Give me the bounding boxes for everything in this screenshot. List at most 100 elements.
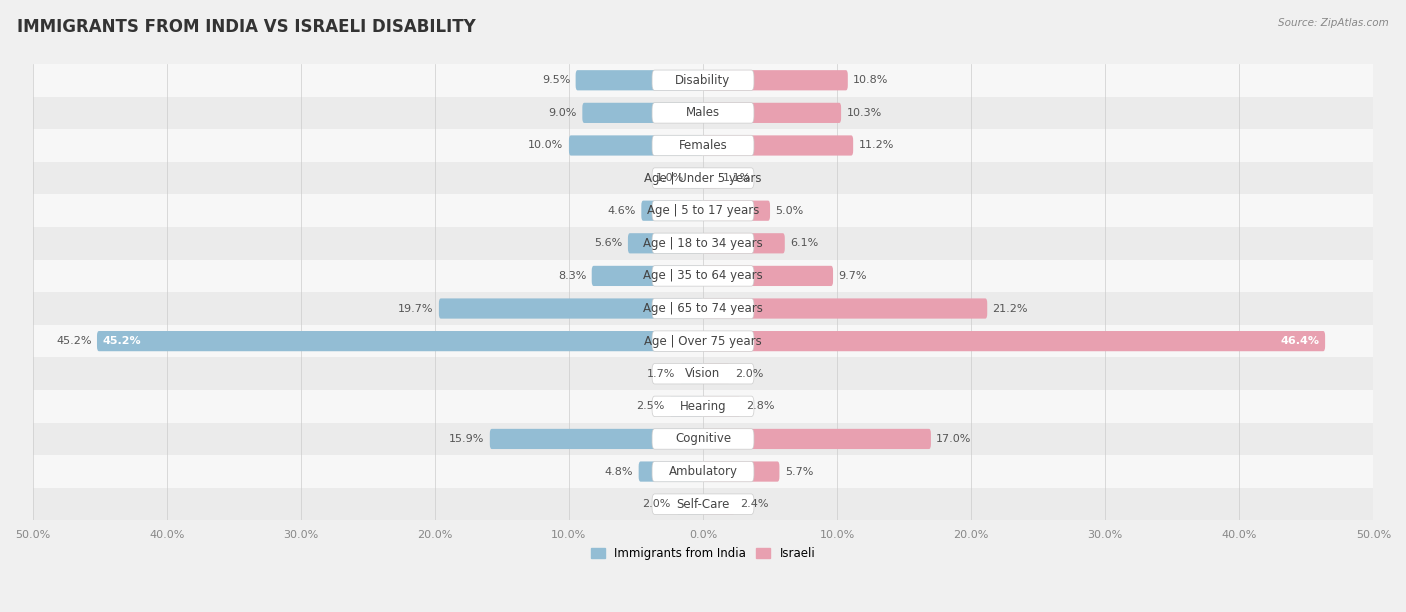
Text: 5.6%: 5.6% (595, 238, 623, 248)
Text: 19.7%: 19.7% (398, 304, 433, 313)
Text: 2.4%: 2.4% (741, 499, 769, 509)
FancyBboxPatch shape (703, 364, 730, 384)
FancyBboxPatch shape (703, 396, 741, 416)
Text: 10.3%: 10.3% (846, 108, 882, 118)
FancyBboxPatch shape (669, 396, 703, 416)
FancyBboxPatch shape (703, 429, 931, 449)
Text: 9.0%: 9.0% (548, 108, 576, 118)
Legend: Immigrants from India, Israeli: Immigrants from India, Israeli (586, 542, 820, 565)
Bar (32, 325, 1374, 357)
Bar (32, 357, 1374, 390)
Text: 2.0%: 2.0% (643, 499, 671, 509)
FancyBboxPatch shape (575, 70, 703, 91)
Text: Vision: Vision (685, 367, 721, 380)
Text: 1.7%: 1.7% (647, 369, 675, 379)
Text: 15.9%: 15.9% (449, 434, 485, 444)
Text: 11.2%: 11.2% (859, 141, 894, 151)
FancyBboxPatch shape (652, 396, 754, 417)
Text: IMMIGRANTS FROM INDIA VS ISRAELI DISABILITY: IMMIGRANTS FROM INDIA VS ISRAELI DISABIL… (17, 18, 475, 36)
FancyBboxPatch shape (681, 364, 703, 384)
Text: Age | 65 to 74 years: Age | 65 to 74 years (643, 302, 763, 315)
FancyBboxPatch shape (628, 233, 703, 253)
FancyBboxPatch shape (652, 233, 754, 253)
FancyBboxPatch shape (569, 135, 703, 155)
Text: Age | 5 to 17 years: Age | 5 to 17 years (647, 204, 759, 217)
Bar (32, 162, 1374, 195)
Text: 21.2%: 21.2% (993, 304, 1028, 313)
Text: 10.8%: 10.8% (853, 75, 889, 85)
Bar (32, 129, 1374, 162)
Text: 4.8%: 4.8% (605, 466, 633, 477)
Text: 5.7%: 5.7% (785, 466, 813, 477)
FancyBboxPatch shape (652, 135, 754, 155)
Bar (32, 227, 1374, 259)
Bar (32, 455, 1374, 488)
Text: Disability: Disability (675, 74, 731, 87)
FancyBboxPatch shape (652, 364, 754, 384)
Bar (32, 423, 1374, 455)
Text: 45.2%: 45.2% (103, 336, 141, 346)
Text: 9.7%: 9.7% (838, 271, 868, 281)
Text: Ambulatory: Ambulatory (668, 465, 738, 478)
FancyBboxPatch shape (703, 168, 717, 188)
FancyBboxPatch shape (582, 103, 703, 123)
FancyBboxPatch shape (703, 266, 832, 286)
Text: Age | Under 5 years: Age | Under 5 years (644, 171, 762, 185)
FancyBboxPatch shape (703, 233, 785, 253)
Text: Hearing: Hearing (679, 400, 727, 413)
Text: 10.0%: 10.0% (529, 141, 564, 151)
Text: 9.5%: 9.5% (541, 75, 571, 85)
FancyBboxPatch shape (676, 494, 703, 514)
Text: 6.1%: 6.1% (790, 238, 818, 248)
Bar (32, 195, 1374, 227)
Text: Age | 18 to 34 years: Age | 18 to 34 years (643, 237, 763, 250)
FancyBboxPatch shape (652, 298, 754, 319)
FancyBboxPatch shape (652, 103, 754, 123)
FancyBboxPatch shape (97, 331, 703, 351)
Text: 4.6%: 4.6% (607, 206, 636, 215)
Text: 8.3%: 8.3% (558, 271, 586, 281)
FancyBboxPatch shape (638, 461, 703, 482)
Text: 1.0%: 1.0% (657, 173, 685, 183)
FancyBboxPatch shape (703, 494, 735, 514)
Text: 2.0%: 2.0% (735, 369, 763, 379)
FancyBboxPatch shape (703, 331, 1324, 351)
Text: Cognitive: Cognitive (675, 433, 731, 446)
Text: Females: Females (679, 139, 727, 152)
Bar (32, 488, 1374, 520)
FancyBboxPatch shape (703, 103, 841, 123)
FancyBboxPatch shape (652, 331, 754, 351)
Bar (32, 64, 1374, 97)
FancyBboxPatch shape (652, 429, 754, 449)
Text: Age | 35 to 64 years: Age | 35 to 64 years (643, 269, 763, 282)
FancyBboxPatch shape (652, 168, 754, 188)
FancyBboxPatch shape (641, 201, 703, 221)
FancyBboxPatch shape (652, 494, 754, 514)
Text: 17.0%: 17.0% (936, 434, 972, 444)
FancyBboxPatch shape (703, 201, 770, 221)
Text: 2.5%: 2.5% (636, 401, 664, 411)
Text: 1.1%: 1.1% (723, 173, 751, 183)
FancyBboxPatch shape (592, 266, 703, 286)
Text: 46.4%: 46.4% (1281, 336, 1320, 346)
FancyBboxPatch shape (703, 70, 848, 91)
FancyBboxPatch shape (439, 299, 703, 319)
FancyBboxPatch shape (703, 461, 779, 482)
Text: Self-Care: Self-Care (676, 498, 730, 510)
Text: 45.2%: 45.2% (56, 336, 91, 346)
Text: 5.0%: 5.0% (775, 206, 804, 215)
Text: Source: ZipAtlas.com: Source: ZipAtlas.com (1278, 18, 1389, 28)
Text: 2.8%: 2.8% (747, 401, 775, 411)
FancyBboxPatch shape (703, 135, 853, 155)
FancyBboxPatch shape (652, 266, 754, 286)
FancyBboxPatch shape (489, 429, 703, 449)
Text: Males: Males (686, 106, 720, 119)
FancyBboxPatch shape (703, 299, 987, 319)
Bar (32, 259, 1374, 292)
Bar (32, 292, 1374, 325)
FancyBboxPatch shape (652, 461, 754, 482)
Bar (32, 390, 1374, 423)
FancyBboxPatch shape (652, 70, 754, 91)
Text: Age | Over 75 years: Age | Over 75 years (644, 335, 762, 348)
FancyBboxPatch shape (689, 168, 703, 188)
